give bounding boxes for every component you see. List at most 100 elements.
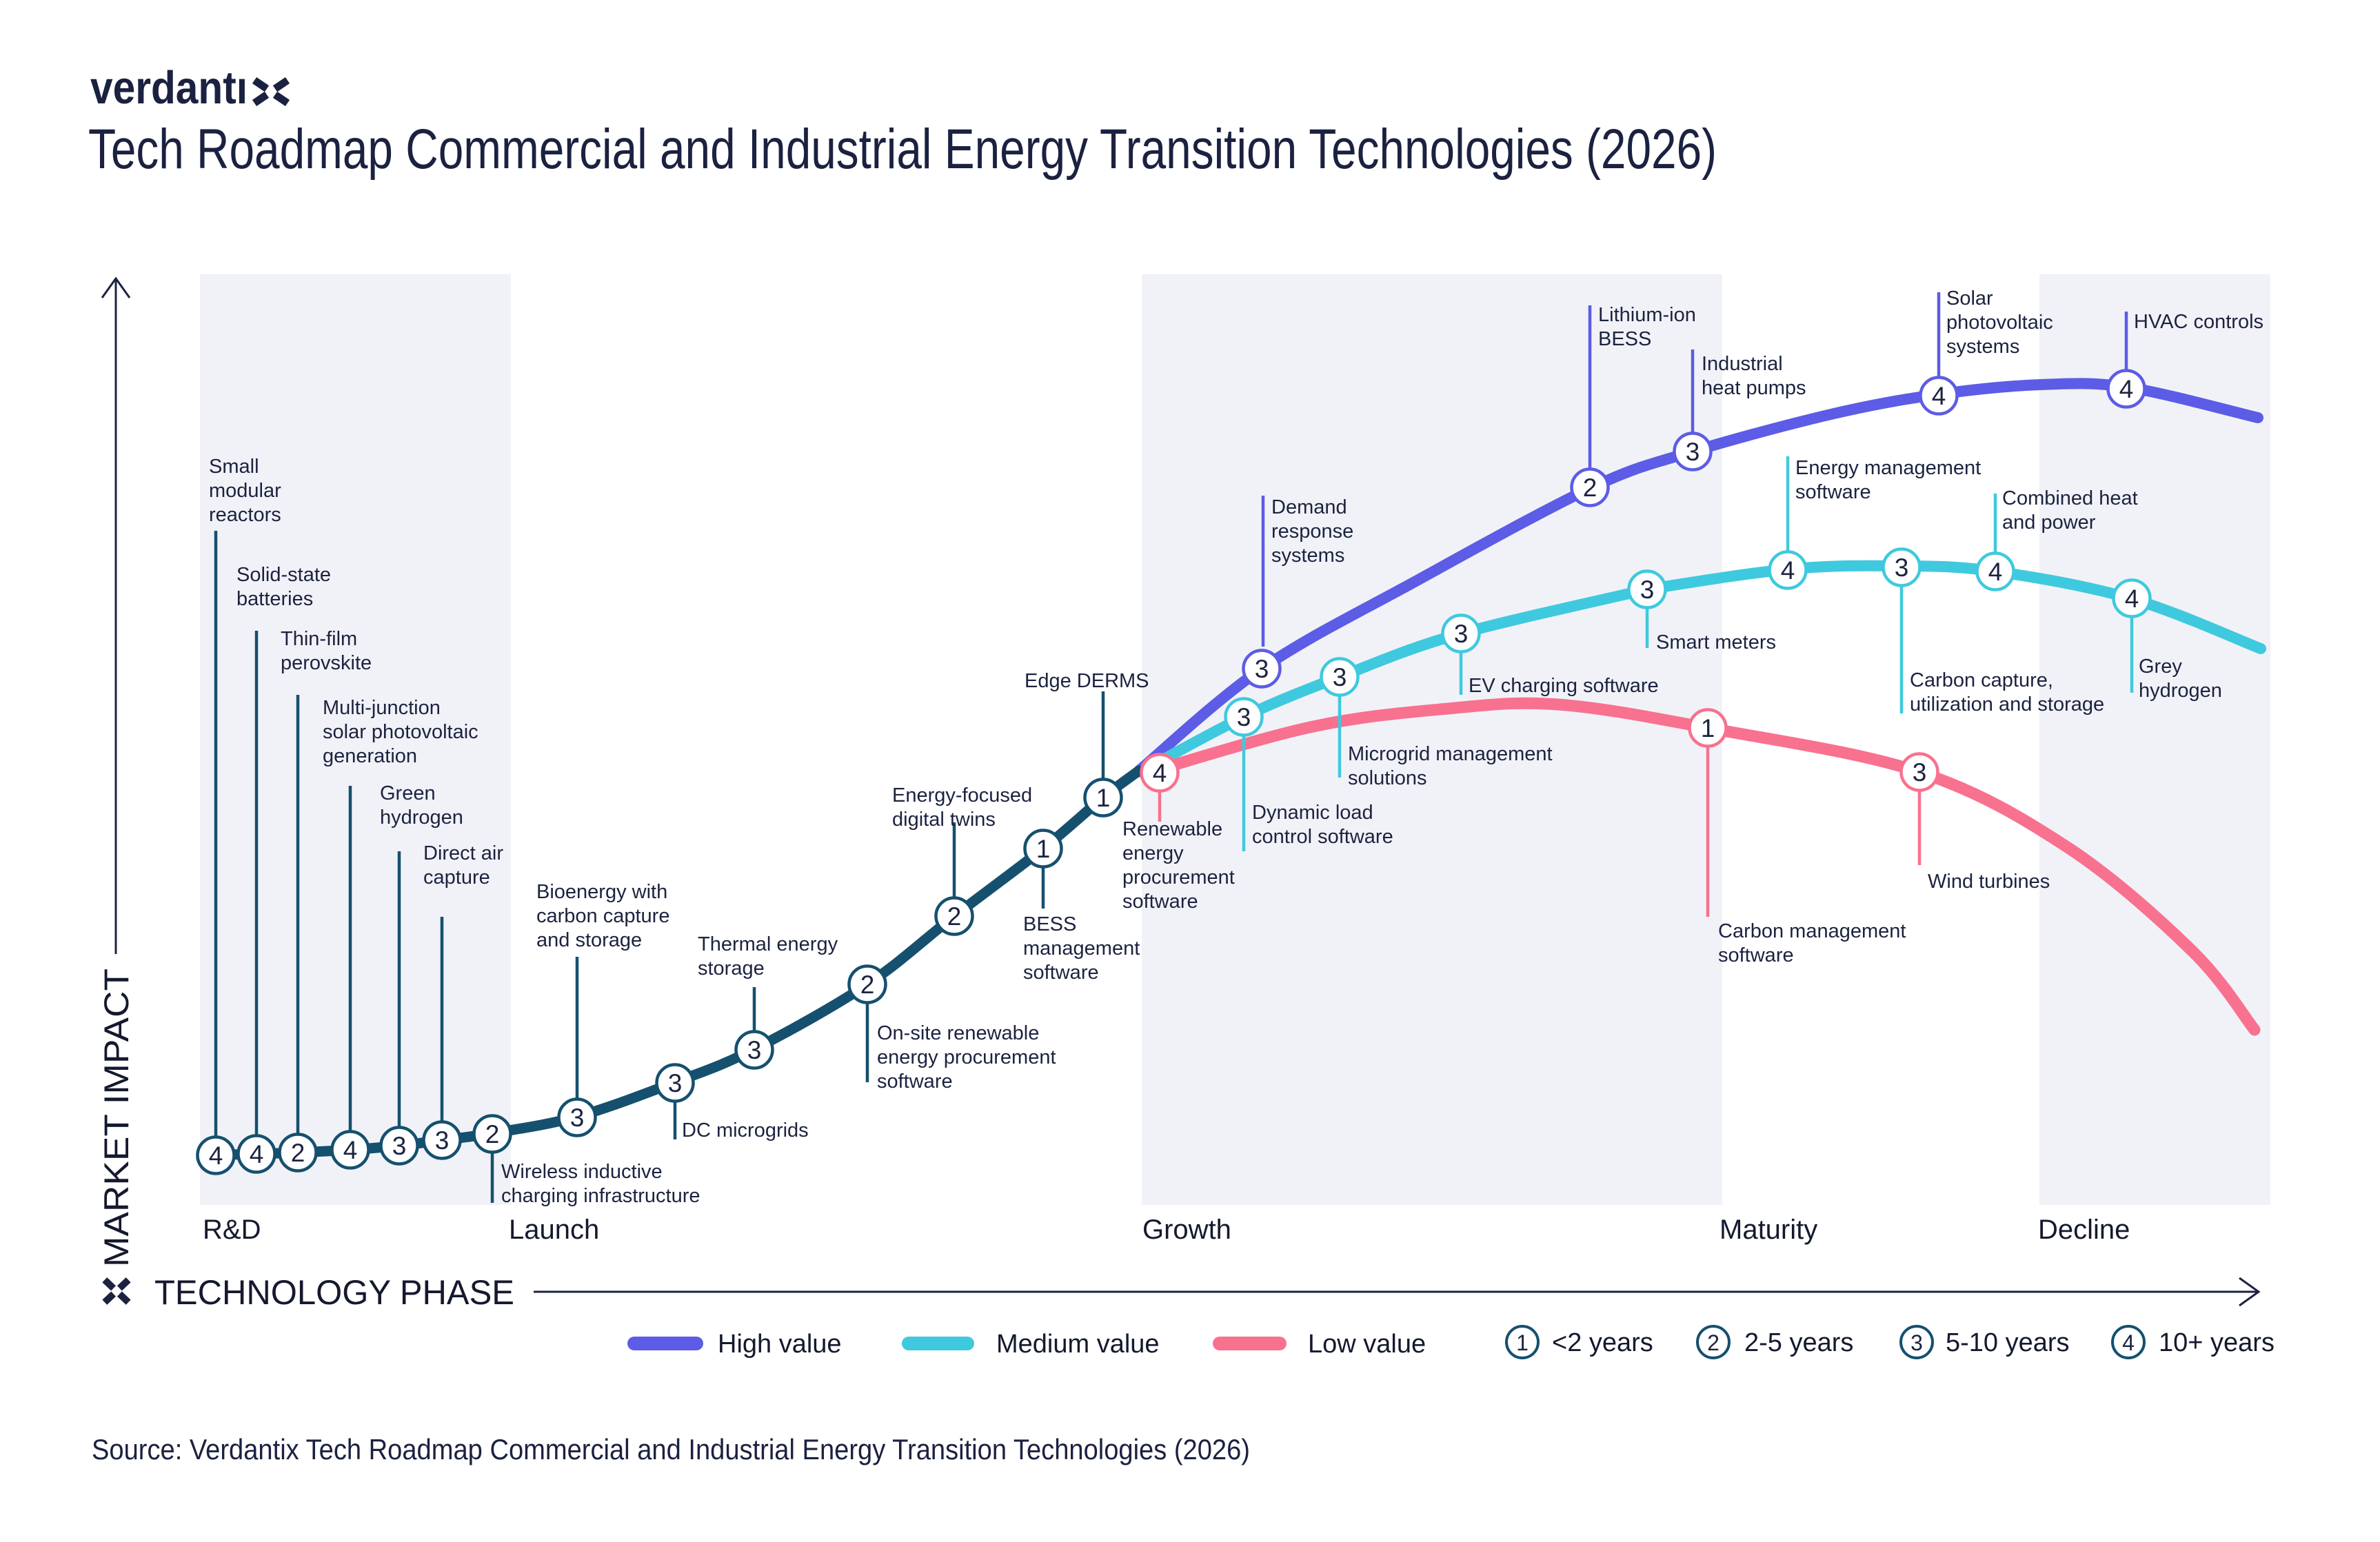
svg-text:4: 4 (2122, 1330, 2135, 1355)
svg-text:3: 3 (570, 1104, 585, 1132)
svg-text:BESS: BESS (1023, 913, 1076, 935)
svg-text:3: 3 (1895, 554, 1909, 582)
svg-text:reactors: reactors (209, 504, 281, 526)
svg-text:Launch: Launch (509, 1215, 599, 1245)
svg-text:4: 4 (343, 1136, 358, 1164)
svg-text:4: 4 (1781, 556, 1795, 585)
svg-text:heat pumps: heat pumps (1702, 377, 1806, 399)
svg-text:solutions: solutions (1348, 767, 1426, 789)
svg-text:systems: systems (1271, 545, 1344, 567)
svg-text:Low value: Low value (1308, 1330, 1426, 1359)
svg-text:Smart meters: Smart meters (1656, 631, 1776, 653)
svg-text:Energy management: Energy management (1795, 457, 1981, 479)
svg-text:photovoltaic: photovoltaic (1946, 312, 2053, 334)
svg-text:2: 2 (1707, 1330, 1720, 1355)
svg-text:3: 3 (1913, 758, 1927, 787)
svg-text:Maturity: Maturity (1720, 1215, 1817, 1245)
svg-text:Energy-focused: Energy-focused (892, 784, 1032, 806)
svg-text:software: software (1023, 962, 1099, 984)
svg-text:3: 3 (1640, 576, 1655, 604)
svg-text:software: software (1718, 944, 1794, 966)
svg-text:2: 2 (291, 1139, 305, 1167)
svg-text:EV charging software: EV charging software (1469, 675, 1659, 697)
svg-text:Bioenergy with: Bioenergy with (536, 881, 667, 903)
svg-text:Growth: Growth (1142, 1215, 1231, 1245)
svg-text:Small: Small (209, 456, 259, 478)
svg-text:Multi-junction: Multi-junction (323, 697, 441, 719)
svg-text:Solid-state: Solid-state (236, 564, 331, 586)
svg-text:Wireless inductive: Wireless inductive (501, 1161, 663, 1183)
svg-text:energy procurement: energy procurement (877, 1046, 1056, 1068)
svg-text:<2 years: <2 years (1552, 1328, 1653, 1357)
svg-text:Carbon management: Carbon management (1718, 920, 1906, 942)
svg-text:perovskite: perovskite (281, 652, 372, 674)
svg-text:2-5 years: 2-5 years (1744, 1328, 1853, 1357)
svg-text:3: 3 (1255, 655, 1269, 683)
svg-text:1: 1 (1096, 784, 1111, 812)
svg-text:3: 3 (1237, 703, 1251, 731)
svg-text:R&D: R&D (203, 1215, 261, 1245)
svg-text:2: 2 (1583, 474, 1597, 502)
svg-text:Edge DERMS: Edge DERMS (1025, 670, 1149, 692)
svg-text:10+ years: 10+ years (2159, 1328, 2275, 1357)
svg-text:capture: capture (423, 866, 490, 889)
svg-text:software: software (1122, 891, 1198, 913)
svg-text:3: 3 (1333, 663, 1347, 691)
svg-text:Dynamic load: Dynamic load (1252, 802, 1373, 824)
svg-text:and storage: and storage (536, 929, 642, 951)
svg-text:Renewable: Renewable (1122, 818, 1222, 840)
svg-text:Industrial: Industrial (1702, 353, 1783, 375)
svg-text:Solar: Solar (1946, 287, 1993, 310)
svg-text:2: 2 (947, 902, 962, 931)
svg-text:TECHNOLOGY PHASE: TECHNOLOGY PHASE (154, 1273, 514, 1312)
svg-text:solar photovoltaic: solar photovoltaic (323, 721, 478, 743)
svg-text:MARKET IMPACT: MARKET IMPACT (97, 968, 136, 1267)
svg-text:energy: energy (1122, 842, 1184, 864)
svg-text:1: 1 (1036, 835, 1051, 863)
svg-text:utilization and storage: utilization and storage (1910, 693, 2104, 716)
svg-text:procurement: procurement (1122, 866, 1235, 889)
svg-text:4: 4 (250, 1140, 264, 1168)
svg-text:4: 4 (1932, 382, 1946, 410)
svg-text:HVAC controls: HVAC controls (2134, 311, 2263, 333)
svg-text:3: 3 (392, 1132, 407, 1160)
svg-text:management: management (1023, 937, 1140, 960)
svg-text:digital twins: digital twins (892, 809, 996, 831)
svg-text:modular: modular (209, 480, 281, 502)
svg-text:batteries: batteries (236, 588, 313, 610)
svg-text:systems: systems (1946, 336, 2019, 358)
svg-text:carbon capture: carbon capture (536, 905, 669, 927)
svg-text:2: 2 (485, 1120, 500, 1148)
svg-text:Source: Verdantix Tech Roadmap: Source: Verdantix Tech Roadmap Commercia… (92, 1433, 1250, 1465)
svg-text:4: 4 (1153, 759, 1167, 787)
svg-text:3: 3 (1910, 1330, 1923, 1355)
svg-text:2: 2 (860, 971, 875, 999)
svg-text:charging infrastructure: charging infrastructure (501, 1185, 700, 1207)
svg-text:BESS: BESS (1598, 328, 1651, 350)
svg-text:Microgrid management: Microgrid management (1348, 743, 1553, 765)
svg-text:Medium value: Medium value (996, 1330, 1160, 1359)
svg-text:Tech Roadmap Commercial and In: Tech Roadmap Commercial and Industrial E… (88, 118, 1717, 181)
svg-text:Grey: Grey (2139, 656, 2182, 678)
svg-text:Green: Green (380, 782, 436, 804)
svg-text:4: 4 (2119, 375, 2134, 403)
svg-text:Direct air: Direct air (423, 842, 503, 864)
svg-text:5-10 years: 5-10 years (1946, 1328, 2070, 1357)
svg-text:4: 4 (209, 1142, 223, 1170)
svg-text:3: 3 (668, 1069, 683, 1097)
svg-text:3: 3 (1686, 438, 1700, 466)
svg-text:3: 3 (435, 1126, 450, 1155)
svg-text:verdantı: verdantı (90, 62, 248, 114)
svg-text:High value: High value (718, 1330, 842, 1359)
svg-text:3: 3 (1454, 620, 1469, 648)
svg-text:Thermal energy: Thermal energy (698, 933, 838, 955)
svg-text:hydrogen: hydrogen (380, 806, 463, 829)
svg-text:Decline: Decline (2038, 1215, 2130, 1245)
svg-text:4: 4 (2125, 585, 2139, 613)
svg-text:control software: control software (1252, 826, 1393, 848)
svg-text:and power: and power (2002, 511, 2096, 534)
svg-text:software: software (877, 1071, 953, 1093)
svg-text:Demand: Demand (1271, 496, 1347, 518)
svg-text:Carbon capture,: Carbon capture, (1910, 669, 2053, 691)
svg-text:Combined heat: Combined heat (2002, 487, 2138, 509)
